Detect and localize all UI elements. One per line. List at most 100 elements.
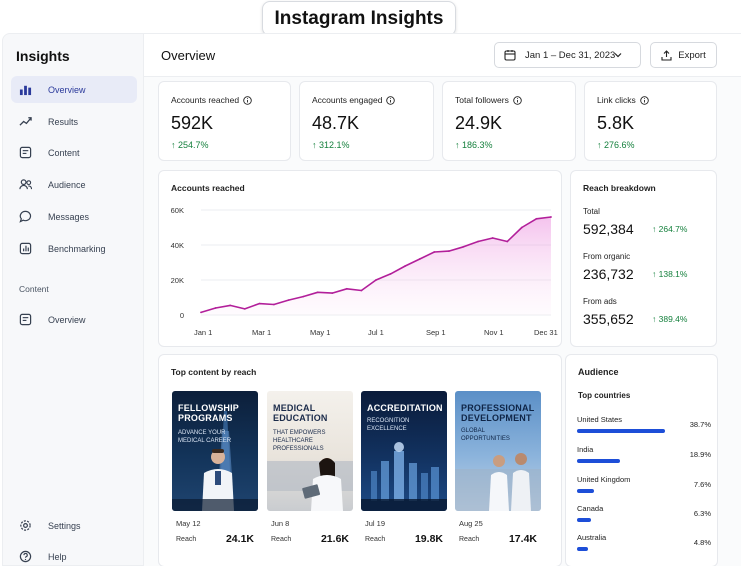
post-card[interactable]: ACCREDITATION RECOGNITION EXCELLENCE Jul… [361,391,447,545]
content-grid-icon [19,313,32,326]
country-name: Canada [577,504,604,513]
doctors-illustration [455,453,541,511]
message-bubble-icon [19,210,32,223]
sidebar-item-label: Overview [48,84,86,95]
sidebar-item-label: Overview [48,314,86,325]
sidebar-item-messages[interactable]: Messages [11,203,137,230]
sidebar-item-label: Benchmarking [48,243,106,254]
breakdown-value: 355,652 [583,311,634,327]
x-tick-label: Dec 31 [534,328,558,337]
kpi-value: 592K [171,113,214,133]
country-percent: 18.9% [689,450,711,459]
post-reach-label: Reach [459,536,480,543]
post-title: MEDICAL EDUCATION [273,403,328,423]
sidebar-item-benchmarking[interactable]: Benchmarking [11,235,137,262]
kpi-change: ↑ 276.6% [597,140,635,150]
audience-title: Audience [578,367,619,377]
post-date: May 12 [176,519,201,528]
data-point [418,258,421,260]
data-point [316,291,319,294]
post-reach-label: Reach [365,536,386,543]
post-card[interactable]: FELLOWSHIP PROGRAMS ADVANCE YOUR MEDICAL… [172,391,258,545]
data-point [273,303,275,306]
post-reach-count: 19.8K [414,533,443,545]
x-tick-label: Mar 1 [252,328,271,337]
kpi-label: Accounts engaged [312,95,396,105]
sidebar-section-label: Content [19,284,49,294]
kpi-change: ↑ 186.3% [455,140,493,150]
data-point [229,304,232,307]
reach-chart: 60K 40K 20K 0 Jan 1 Mar 1 May 1 Jul 1 Sep 1 Nov 1… [171,206,558,337]
city-lights-illustration [361,442,447,511]
kpi-card-link-clicks: Link clicks 5.8K ↑ 276.6% [584,81,717,161]
country-bar [577,518,591,522]
kpi-label: Accounts reached [171,95,252,105]
post-reach-label: Reach [271,536,292,543]
post-thumbnail[interactable]: PROFESSIONAL DEVELOPMENT GLOBAL OPPORTUN… [455,391,541,511]
breakdown-label: From organic [583,252,631,261]
content-grid-icon [19,146,32,159]
kpi-change: ↑ 254.7% [171,140,209,150]
sidebar-item-label: Content [48,147,80,158]
post-reach-count: 24.1K [225,533,254,545]
post-thumbnail[interactable]: MEDICAL EDUCATION THAT EMPOWERS HEALTHCA… [267,391,353,511]
post-card[interactable]: PROFESSIONAL DEVELOPMENT GLOBAL OPPORTUN… [455,391,541,545]
main-content: Overview Jan 1 – Dec 31, 2023 Export Acc… [144,33,741,566]
post-subtitle: THAT EMPOWERS HEALTHCARE PROFESSIONALS [273,430,326,452]
y-tick-label: 60K [171,206,184,215]
post-thumbnail[interactable]: ACCREDITATION RECOGNITION EXCELLENCE [361,391,447,511]
breakdown-value: 236,732 [583,266,634,282]
export-label: Export [678,49,706,61]
benchmark-icon [19,242,32,255]
audience-card: Audience Top countries United States 38.… [565,354,718,566]
data-point [550,216,552,218]
data-point [287,299,290,302]
data-point [258,302,261,305]
country-percent: 7.6% [693,480,711,489]
sidebar-title: Insights [16,48,70,64]
y-tick-label: 0 [180,311,184,320]
kpi-card-accounts-reached: Accounts reached 592K ↑ 254.7% [158,81,291,161]
sidebar-item-help[interactable]: Help [11,543,137,566]
data-point [302,295,304,298]
data-point [345,287,348,290]
x-tick-label: Jul 1 [368,328,384,337]
post-title: PROFESSIONAL DEVELOPMENT [461,403,535,423]
users-icon [19,178,32,191]
post-date: Jun 8 [271,519,290,528]
sidebar-item-content-overview[interactable]: Overview [11,306,137,333]
x-tick-label: Nov 1 [484,328,504,337]
kpi-value: 24.9K [455,113,503,133]
x-tick-label: May 1 [310,328,330,337]
x-tick-label: Sep 1 [426,328,446,337]
sidebar-item-label: Settings [48,520,81,531]
kpi-label: Total followers [455,95,522,105]
post-card[interactable]: MEDICAL EDUCATION THAT EMPOWERS HEALTHCA… [267,391,353,545]
sidebar-item-label: Results [48,116,79,127]
data-point [331,292,334,295]
country-bar [577,489,594,493]
export-button[interactable]: Export [650,42,717,68]
sidebar-item-results[interactable]: Results [11,108,137,135]
export-icon [661,49,672,61]
data-point [214,307,217,309]
reach-chart-card: Accounts reached 60K 40K 20K 0 Jan 1 Mar 1 May… [158,170,562,347]
sidebar-item-content[interactable]: Content [11,139,137,166]
sidebar-item-overview[interactable]: Overview [11,76,137,103]
kpi-label: Link clicks [597,95,649,105]
top-content-title: Top content by reach [171,367,257,377]
area-fill [201,217,551,315]
bar-chart-icon [19,83,32,96]
date-range-picker[interactable]: Jan 1 – Dec 31, 2023 [494,42,641,68]
country-row: United Kingdom 7.6% [577,475,711,499]
audience-subtitle: Top countries [578,391,631,400]
post-thumbnail[interactable]: FELLOWSHIP PROGRAMS ADVANCE YOUR MEDICAL… [172,391,258,511]
top-content-card: Top content by reach FELLOWSHIP PROGRAMS… [158,354,562,566]
sidebar-item-label: Audience [48,179,86,190]
sidebar-item-audience[interactable]: Audience [11,171,137,198]
data-point [433,251,436,253]
data-point [243,307,246,310]
breakdown-label: From ads [583,297,617,306]
sidebar-item-settings[interactable]: Settings [11,512,137,539]
data-point [360,289,363,292]
